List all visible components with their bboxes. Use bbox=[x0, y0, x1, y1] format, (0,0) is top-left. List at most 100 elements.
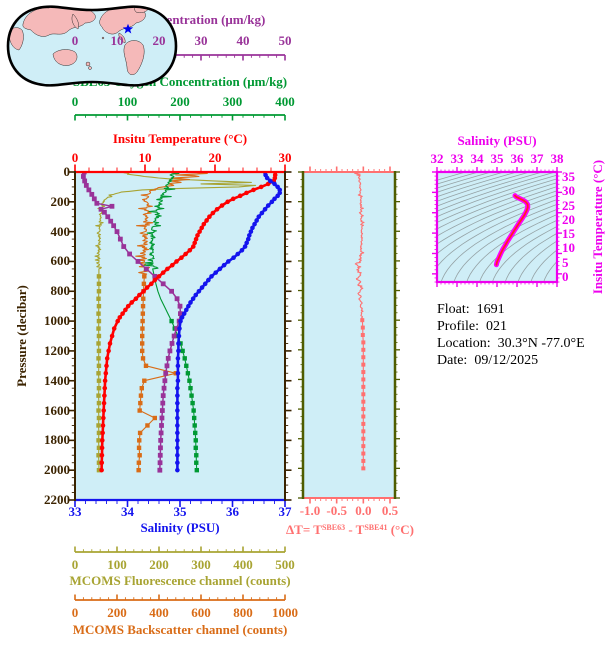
pressure-tick-label: 200 bbox=[50, 193, 71, 209]
delta-t-label-pre: ΔT= T bbox=[286, 522, 322, 537]
delta-t-label-post: (°C) bbox=[387, 522, 414, 537]
ts-salinity-tick-label: 36 bbox=[510, 151, 524, 166]
oxygen-tick-label: 100 bbox=[117, 94, 138, 109]
ts-temperature-tick-label: 35 bbox=[562, 169, 575, 184]
profile-number-value: 021 bbox=[486, 319, 507, 334]
ts-temperature-tick-label: 30 bbox=[562, 183, 575, 199]
oxygen-tick-label: 200 bbox=[170, 94, 190, 109]
ts-salinity-tick-label: 33 bbox=[450, 151, 464, 166]
temperature-tick-label: 10 bbox=[138, 150, 152, 165]
float-id-label: Float: bbox=[437, 302, 470, 317]
fluorescence-tick-label: 100 bbox=[107, 557, 127, 572]
backscatter-tick-label: 200 bbox=[107, 605, 127, 620]
temperature-tick-label: 0 bbox=[71, 150, 79, 165]
fluorescence-tick-label: 400 bbox=[233, 557, 253, 572]
pressure-axis-title: Pressure (decibar) bbox=[14, 285, 29, 387]
salinity-tick-label: 37 bbox=[278, 504, 292, 519]
backscatter-tick-label: 800 bbox=[233, 605, 253, 620]
salinity-tick-label: 36 bbox=[226, 504, 239, 519]
fluorescence-tick-label: 0 bbox=[71, 557, 79, 572]
backscatter-tick-label: 1000 bbox=[272, 605, 298, 620]
temperature-axis-title: Insitu Temperature (°C) bbox=[112, 131, 248, 146]
ts-temperature-tick-label: 20 bbox=[562, 211, 575, 227]
delta-t-label-sup2: SBE41 bbox=[364, 523, 388, 532]
ts-salinity-tick-label: 35 bbox=[490, 151, 504, 166]
nitrate-tick-label: 10 bbox=[110, 33, 124, 48]
pressure-tick-label: 600 bbox=[50, 253, 71, 269]
map-land-africa bbox=[8, 27, 24, 51]
pressure-tick-label: 1800 bbox=[44, 432, 70, 448]
map-land-australia bbox=[52, 49, 78, 66]
float-id-line: Float: 1691 bbox=[437, 301, 585, 318]
float-location-marker bbox=[122, 23, 134, 34]
oxygen-tick-label: 400 bbox=[275, 94, 295, 109]
fluorescence-tick-label: 500 bbox=[275, 557, 295, 572]
salinity-tick-label: 34 bbox=[121, 504, 134, 519]
salinity-tick-label: 35 bbox=[173, 504, 187, 519]
profile-number-label: Profile: bbox=[437, 319, 479, 334]
ts-temperature-tick-label: 10 bbox=[562, 240, 575, 256]
pressure-tick-label: 1000 bbox=[44, 313, 70, 329]
location-line: Location: 30.3°N -77.0°E bbox=[437, 335, 585, 352]
oxygen-tick-label: 0 bbox=[71, 94, 79, 109]
delta-t-label-mid: - T bbox=[345, 522, 365, 537]
profile-number-line: Profile: 021 bbox=[437, 318, 585, 335]
fluorescence-tick-label: 200 bbox=[149, 557, 169, 572]
map-land-seasia bbox=[71, 13, 79, 30]
map-landmasses bbox=[8, 6, 150, 75]
backscatter-tick-label: 600 bbox=[191, 605, 211, 620]
ts-title: Salinity (PSU) bbox=[457, 133, 537, 148]
delta-t-tick-label: 0.5 bbox=[381, 503, 399, 518]
map-land-hawaii bbox=[101, 36, 105, 40]
oxygen-tick-label: 300 bbox=[222, 94, 243, 109]
world-map bbox=[6, 5, 178, 87]
backscatter-tick-label: 0 bbox=[71, 605, 79, 620]
ts-salinity-tick-label: 38 bbox=[550, 151, 564, 166]
backscatter-axis-title: MCOMS Backscatter channel (counts) bbox=[72, 622, 288, 637]
nitrate-tick-label: 40 bbox=[236, 33, 250, 48]
ts-temperature-tick-label: 5 bbox=[562, 254, 569, 270]
pressure-tick-label: 400 bbox=[50, 223, 71, 239]
ts-temperature-tick-label: 0 bbox=[562, 269, 569, 284]
delta-t-tick-label: 0.0 bbox=[355, 503, 372, 518]
pressure-tick-label: 1200 bbox=[44, 342, 70, 358]
nitrate-tick-label: 50 bbox=[278, 33, 292, 48]
map-outline bbox=[6, 5, 178, 87]
temperature-tick-label: 20 bbox=[208, 150, 222, 165]
delta-t-tick-label: -1.0 bbox=[299, 503, 321, 518]
nitrate-tick-label: 30 bbox=[194, 33, 208, 48]
salinity-tick-label: 33 bbox=[68, 504, 82, 519]
delta-t-tick-label: -0.5 bbox=[326, 503, 347, 518]
date-label: Date: bbox=[437, 353, 468, 368]
map-land-nz bbox=[85, 61, 91, 67]
location-value: 30.3°N -77.0°E bbox=[497, 336, 585, 351]
temperature-tick-label: 30 bbox=[278, 150, 292, 165]
ts-salinity-tick-label: 37 bbox=[530, 151, 544, 166]
pressure-tick-label: 0 bbox=[63, 164, 71, 179]
fluorescence-axis-title: MCOMS Fluorescence channel (counts) bbox=[69, 573, 291, 588]
pressure-tick-label: 1600 bbox=[44, 402, 70, 418]
pressure-tick-label: 1400 bbox=[44, 372, 70, 388]
ts-temperature-tick-label: 15 bbox=[562, 226, 575, 242]
map-land-nz2 bbox=[88, 66, 92, 70]
map-land-south-america bbox=[123, 40, 145, 75]
map-land-central-america bbox=[118, 32, 126, 44]
backscatter-tick-label: 400 bbox=[149, 605, 169, 620]
fluorescence-tick-label: 300 bbox=[191, 557, 211, 572]
float-info-block: Float: 1691 Profile: 021 Location: 30.3°N -… bbox=[437, 301, 585, 369]
ts-temperature-tick-label: 25 bbox=[562, 197, 575, 213]
salinity-axis-title: Salinity (PSU) bbox=[140, 520, 220, 535]
pressure-tick-label: 800 bbox=[50, 283, 71, 299]
ts-right-title: Insitu Temperature (°C) bbox=[590, 159, 605, 295]
date-value: 09/12/2025 bbox=[474, 353, 539, 368]
location-label: Location: bbox=[437, 336, 491, 351]
delta-t-axis-label: ΔT= TSBE63 - TSBE41 (°C) bbox=[268, 520, 432, 537]
nitrate-tick-label: 0 bbox=[71, 33, 79, 48]
ts-salinity-tick-label: 32 bbox=[430, 151, 444, 166]
map-land-eurasia bbox=[22, 6, 96, 37]
pressure-tick-label: 2000 bbox=[44, 462, 70, 478]
nitrate-tick-label: 20 bbox=[152, 33, 166, 48]
date-line: Date: 09/12/2025 bbox=[437, 352, 585, 369]
